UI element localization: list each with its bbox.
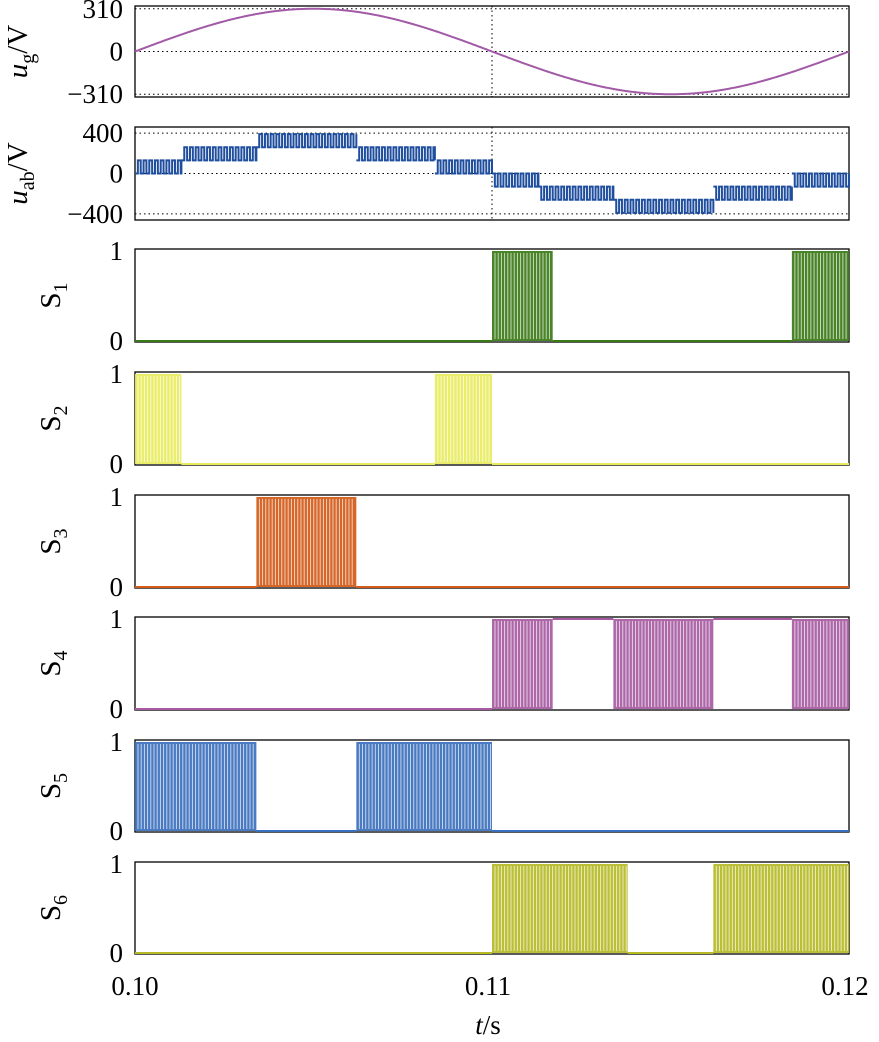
panel-S2: 1 0 S2 [35,359,850,479]
panel-S3: 1 0 S3 [35,482,850,602]
panel-ug: 310 0 −310 ug/V [2,0,850,109]
y-axis-label-var-S4: S [35,660,67,676]
pwm-segment-uab-8 [713,185,793,201]
pwm-segment-uab-6 [538,185,615,201]
pwm-segment-uab-0 [135,159,183,175]
pwm-pulses-S2-0 [137,376,181,462]
pwm-pulses-S1-1 [794,253,847,339]
y-axis-label-sub-S5: 5 [50,773,72,783]
y-axis-label-var-S2: S [35,415,67,431]
y-axis-label-sub-uab: ab [17,171,39,190]
y-axis-label-var-S1: S [35,292,67,308]
y-axis-label-var-S5: S [35,783,67,799]
pwm-block-S2-0 [135,374,182,464]
pwm-pulses-S5-1 [358,744,491,829]
pwm-pulses-S4-1 [615,621,710,707]
panel-S5: 1 0 S5 [35,727,850,846]
y-tick-label-uab-2: −400 [67,199,123,229]
panel-S6: 1 0 S6 [35,849,850,968]
pwm-pulses-S1-0 [494,253,550,339]
y-axis-label-unit-uab: /V [2,142,34,171]
y-axis-label-S5: S5 [35,773,72,799]
y-axis-label-sub-S3: 3 [50,528,72,538]
y-axis-label-ug: ug/V [2,25,39,79]
y-axis-label-S3: S3 [35,528,72,554]
y-axis-label-S6: S6 [35,895,72,921]
y-tick-label-S4-1: 0 [110,694,124,724]
y-tick-label-ug-2: −310 [67,79,123,109]
pwm-block-S4-1 [613,619,714,709]
y-tick-label-S2-1: 0 [110,449,124,479]
panel-uab: 400 0 −400 uab/V [2,118,850,229]
x-axis-label: t/s [475,1010,501,1040]
y-tick-label-uab-1: 0 [110,159,124,189]
panels-layer: 3100−310ug/V4000−400uab/V10S110S210S310S… [2,0,850,968]
y-axis-label-S1: S1 [35,282,72,308]
pwm-segment-uab-1 [181,146,258,162]
y-tick-label-S5-1: 0 [110,816,124,846]
x-axis-label-var: t [475,1010,484,1040]
y-tick-label-S2-0: 1 [110,359,124,389]
y-axis-label-S4: S4 [35,650,72,676]
y-axis-label-sub-ug: g [17,54,39,64]
series-line-ug [134,7,850,96]
y-axis-label-var-ug: u [2,64,34,79]
x-axis-label-unit: /s [483,1010,501,1040]
y-tick-label-S1-0: 1 [110,236,124,266]
pwm-block-S3-0 [256,497,357,587]
y-tick-label-uab-0: 400 [83,118,124,148]
pwm-pulses-S2-1 [437,376,490,462]
y-axis-label-sub-S2: 2 [50,405,72,415]
x-axis: 0.10 0.11 0.12 t/s [111,971,868,1040]
y-tick-label-S4-0: 1 [110,604,124,634]
y-tick-label-S5-0: 1 [110,727,124,757]
pwm-pulses-S6-1 [715,866,848,951]
pwm-pulses-S5-0 [137,744,254,829]
y-axis-label-var-uab: u [2,190,34,205]
pwm-segment-uab-9 [791,172,850,188]
y-tick-label-S3-1: 0 [110,572,124,602]
y-axis-label-uab: uab/V [2,142,39,204]
y-axis-label-sub-S6: 6 [50,895,72,905]
y-tick-label-ug-0: 310 [83,0,124,24]
y-tick-label-S1-1: 0 [110,326,124,356]
pwm-pulses-S6-0 [494,866,627,951]
y-axis-label-sub-S1: 1 [50,282,72,292]
pwm-segment-uab-4 [434,159,493,175]
y-tick-label-S6-1: 0 [110,938,124,968]
pwm-pulses-S4-2 [794,621,847,707]
x-tick-label-0.11: 0.11 [465,971,511,1001]
x-tick-label-0.12: 0.12 [821,971,868,1001]
y-axis-label-var-S6: S [35,905,67,921]
y-axis-label-sub-S4: 4 [50,650,72,660]
pwm-segment-uab-3 [356,146,436,162]
y-tick-label-S3-0: 1 [110,482,124,512]
y-axis-label-S2: S2 [35,405,72,431]
pwm-pulses-S4-0 [494,621,550,707]
y-axis-label-unit-ug: /V [2,25,34,54]
panel-S4: 1 0 S4 [35,604,850,724]
y-tick-label-S6-0: 1 [110,849,124,879]
y-axis-label-var-S3: S [35,538,67,554]
pwm-segment-uab-2 [256,133,358,149]
y-tick-label-ug-1: 0 [110,37,124,67]
pwm-pulses-S3-0 [258,499,353,585]
panel-frame-S3 [134,494,850,589]
pwm-segment-uab-5 [492,172,540,188]
x-tick-label-0.10: 0.10 [111,971,158,1001]
pwm-segment-uab-7 [613,198,715,214]
